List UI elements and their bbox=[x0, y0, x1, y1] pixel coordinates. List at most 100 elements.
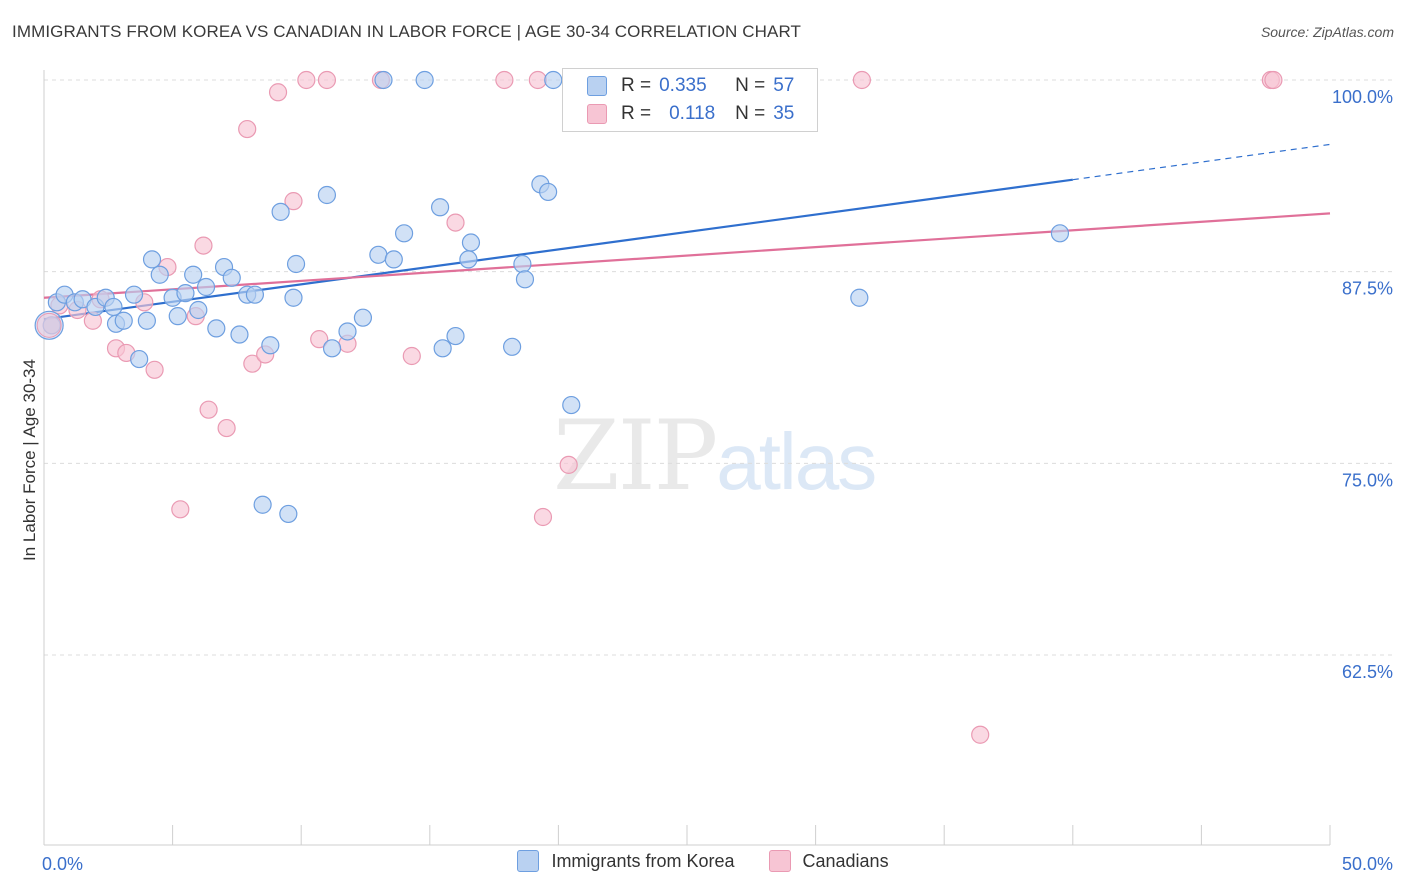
canadians-point bbox=[446, 213, 465, 232]
canadians-point bbox=[194, 236, 213, 255]
canadians-point bbox=[268, 83, 288, 102]
canadians-point bbox=[284, 192, 303, 211]
x-tick-label: 0.0% bbox=[42, 854, 83, 874]
korea-point bbox=[142, 250, 162, 269]
korea-point bbox=[124, 285, 144, 304]
chart-title: IMMIGRANTS FROM KOREA VS CANADIAN IN LAB… bbox=[12, 22, 802, 41]
series-swatch-canadians bbox=[768, 850, 791, 872]
canadians-point bbox=[238, 119, 257, 139]
korea-point bbox=[189, 300, 208, 320]
korea-point bbox=[461, 233, 481, 252]
korea-trend-line bbox=[43, 178, 1073, 321]
canadians-point bbox=[971, 725, 990, 744]
canadians-point bbox=[171, 500, 190, 519]
canadians-point bbox=[297, 70, 316, 90]
korea-trend-line-extension bbox=[1072, 143, 1331, 181]
korea-point bbox=[562, 395, 581, 415]
korea-point bbox=[369, 245, 388, 264]
source-label: Source: ZipAtlas.com bbox=[1260, 24, 1394, 40]
korea-point bbox=[322, 339, 342, 358]
korea-point bbox=[207, 319, 226, 338]
korea-point bbox=[433, 339, 452, 358]
legend-n-value-korea: 57 bbox=[773, 75, 795, 96]
correlation-legend: R = 0.335 N = 57 R = 0.118 N = 35 bbox=[562, 68, 818, 132]
korea-point bbox=[168, 307, 187, 326]
canadians-point bbox=[495, 70, 514, 90]
series-legend: Immigrants from Korea Canadians bbox=[0, 850, 1406, 872]
canadians-point bbox=[528, 70, 547, 90]
canadians-point-cluster bbox=[36, 312, 62, 338]
korea-point bbox=[137, 311, 156, 330]
korea-point bbox=[513, 254, 532, 274]
legend-n-label: N = bbox=[735, 75, 766, 96]
watermark: ZIPatlas bbox=[553, 400, 877, 512]
series-legend-korea: Immigrants from Korea bbox=[517, 850, 735, 872]
series-label-korea: Immigrants from Korea bbox=[551, 850, 735, 871]
series-legend-canadians: Canadians bbox=[768, 850, 889, 872]
korea-point bbox=[539, 182, 558, 202]
korea-point bbox=[459, 250, 478, 269]
korea-point bbox=[353, 308, 373, 327]
canadians-point bbox=[559, 455, 578, 474]
legend-swatch-canadians bbox=[587, 104, 607, 124]
korea-point bbox=[176, 284, 195, 303]
legend-row-canadians: R = 0.118 N = 35 bbox=[587, 100, 794, 128]
korea-point bbox=[384, 250, 403, 269]
legend-row-korea: R = 0.335 N = 57 bbox=[587, 72, 794, 100]
x-tick-label: 50.0% bbox=[1342, 854, 1393, 874]
y-axis-label: In Labor Force | Age 30-34 bbox=[20, 359, 39, 561]
y-tick-label: 75.0% bbox=[1342, 470, 1393, 490]
watermark-zip: ZIP bbox=[553, 400, 718, 512]
korea-point bbox=[284, 288, 303, 307]
korea-point bbox=[222, 268, 241, 287]
canadians-point bbox=[317, 70, 337, 90]
legend-r-value-canadians: 0.118 bbox=[669, 103, 716, 124]
korea-point bbox=[544, 70, 563, 90]
axes bbox=[43, 70, 1331, 846]
legend-r-label: R = bbox=[621, 103, 652, 124]
legend-n-label: N = bbox=[735, 103, 766, 124]
legend-n-value-canadians: 35 bbox=[773, 103, 795, 124]
canadians-point bbox=[217, 418, 236, 438]
legend-swatch-korea bbox=[587, 76, 607, 96]
canadians-point bbox=[310, 330, 329, 349]
legend-r-label: R = bbox=[621, 75, 652, 96]
canadians-point bbox=[852, 70, 871, 90]
korea-point bbox=[515, 270, 535, 289]
y-tick-label: 87.5% bbox=[1342, 279, 1393, 299]
canadians-point bbox=[243, 354, 262, 373]
canadians-trend-line bbox=[43, 212, 1331, 299]
korea-point bbox=[503, 337, 522, 356]
korea-point bbox=[1050, 224, 1070, 243]
canadians-point bbox=[1264, 70, 1283, 90]
korea-point bbox=[196, 277, 216, 297]
legend-r-value-korea: 0.335 bbox=[659, 75, 707, 96]
canadians-point bbox=[402, 346, 421, 366]
korea-point bbox=[338, 322, 357, 341]
series-swatch-korea bbox=[517, 850, 540, 872]
korea-point bbox=[261, 336, 280, 355]
canadians-point bbox=[145, 360, 164, 379]
korea-point bbox=[253, 495, 272, 514]
data-points bbox=[34, 70, 1283, 744]
korea-point bbox=[245, 285, 265, 304]
canadians-point bbox=[199, 400, 218, 419]
korea-point bbox=[150, 265, 169, 284]
korea-point bbox=[286, 254, 306, 274]
canadians-point bbox=[533, 507, 553, 527]
tick-labels: 62.5% 75.0% 87.5% 100.0% 0.0% 50.0% bbox=[42, 87, 1393, 874]
trend-lines bbox=[43, 143, 1331, 321]
korea-point bbox=[446, 326, 465, 346]
korea-point bbox=[430, 198, 450, 217]
korea-point bbox=[114, 311, 133, 330]
series-label-canadians: Canadians bbox=[802, 850, 889, 871]
korea-point bbox=[230, 325, 249, 344]
korea-point bbox=[130, 349, 149, 369]
y-tick-label: 62.5% bbox=[1342, 662, 1393, 682]
korea-point bbox=[394, 224, 414, 243]
korea-point bbox=[850, 288, 869, 307]
korea-point bbox=[184, 265, 203, 284]
korea-point-cluster bbox=[34, 310, 64, 340]
korea-point bbox=[415, 70, 434, 90]
